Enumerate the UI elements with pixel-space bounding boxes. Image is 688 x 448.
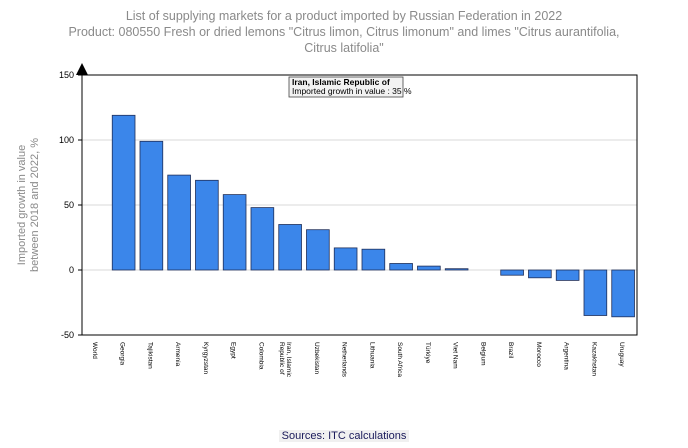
- bar[interactable]: [222, 194, 247, 271]
- y-tick-label: 50: [64, 200, 74, 210]
- x-tick-label: Belgium: [479, 342, 486, 365]
- title-line-3: Citrus latifolia": [304, 41, 384, 55]
- bar[interactable]: [250, 207, 275, 271]
- bar[interactable]: [611, 269, 635, 318]
- x-tick-label: Georgia: [119, 342, 126, 366]
- bar[interactable]: [167, 174, 191, 271]
- bars: [111, 114, 635, 318]
- chart-title: List of supplying markets for a product …: [0, 8, 688, 56]
- source-text: Sources: ITC calculations: [278, 430, 410, 442]
- bar[interactable]: [528, 269, 552, 279]
- x-tick-label: World: [91, 342, 98, 359]
- bar[interactable]: [444, 268, 469, 271]
- x-tick-label: Armenia: [174, 342, 181, 367]
- tooltip-country: Iran, Islamic Republic of: [292, 77, 390, 87]
- x-tick-label: Colombia: [257, 342, 264, 370]
- x-tick-label: Uruguay: [618, 342, 625, 367]
- x-tick-label: Lithuania: [368, 342, 375, 369]
- y-tick-label: 0: [69, 265, 74, 275]
- y-tick-label: 150: [59, 70, 74, 80]
- bar[interactable]: [306, 229, 330, 271]
- x-tick-label: Morocco: [535, 342, 542, 367]
- y-axis-label-line-1: Imported growth in value: [16, 145, 28, 265]
- x-tick-label: Kazakhstan: [590, 342, 597, 376]
- x-tick-label: Kyrgyzstan: [202, 342, 209, 375]
- x-tick-label: Türkiye: [424, 342, 431, 364]
- x-tick-label: Viet Nam: [452, 342, 459, 369]
- source-note: Sources: ITC calculations: [0, 430, 688, 442]
- gridlines: [82, 139, 637, 271]
- x-tick-label: Egypt: [230, 342, 237, 359]
- bar[interactable]: [555, 269, 580, 281]
- bar[interactable]: [111, 114, 136, 271]
- title-line-2: Product: 080550 Fresh or dried lemons "C…: [68, 25, 620, 39]
- y-tick-label: 100: [59, 135, 74, 145]
- title-line-1: List of supplying markets for a product …: [125, 9, 563, 23]
- bar[interactable]: [139, 140, 164, 271]
- bar[interactable]: [361, 248, 386, 271]
- bar[interactable]: [583, 269, 608, 316]
- x-tick-label: Netherlands: [341, 342, 348, 378]
- bar[interactable]: [333, 247, 358, 271]
- y-axis-ticks: 150 100 50 0 -50: [59, 70, 82, 340]
- y-tick-label: -50: [61, 330, 74, 340]
- bar[interactable]: [389, 263, 413, 271]
- x-tick-label: Iran, IslamicRepublic of: [278, 342, 292, 378]
- bar[interactable]: [195, 179, 219, 271]
- x-tick-label: Argentina: [563, 342, 570, 370]
- x-tick-label: Brazil: [507, 342, 514, 359]
- bar[interactable]: [500, 269, 524, 276]
- y-axis-label-line-2: between 2018 and 2022, %: [29, 138, 41, 272]
- tooltip-box: [288, 76, 404, 98]
- bar[interactable]: [278, 224, 302, 271]
- x-axis-labels: World Georgia Tajikistan Armenia Kyrgyzstan E…: [91, 342, 625, 378]
- x-tick-label: South Africa: [396, 342, 403, 377]
- y-axis-arrow-icon: [76, 63, 88, 75]
- tooltip-value: Imported growth in value : 35 %: [292, 86, 412, 96]
- x-tick-label: Tajikistan: [146, 342, 153, 369]
- tooltip: Iran, Islamic Republic of Imported growt…: [288, 76, 412, 98]
- x-tick-label: Uzbekistan: [313, 342, 320, 375]
- bar[interactable]: [417, 265, 441, 271]
